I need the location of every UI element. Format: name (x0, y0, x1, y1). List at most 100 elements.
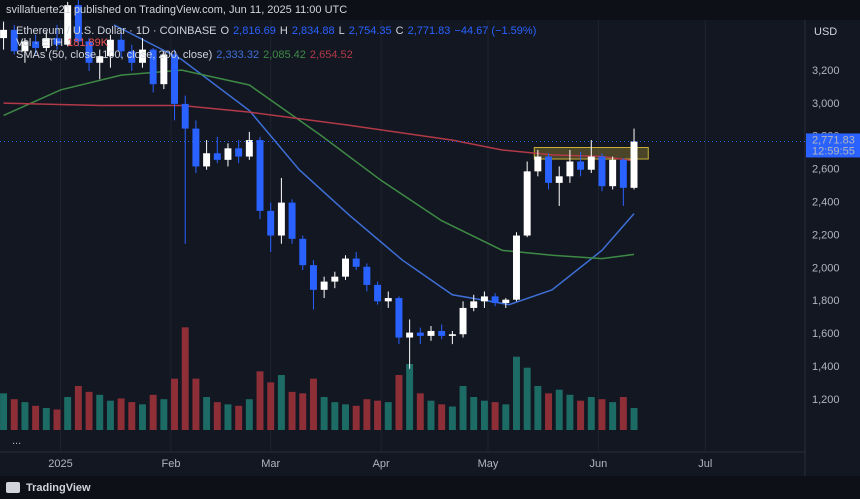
candle-body (438, 330, 446, 336)
candle-body (267, 210, 275, 236)
volume-bar (256, 371, 264, 430)
volume-bar (74, 386, 82, 430)
legend-row: Vol · ETH 181.89K (16, 37, 109, 49)
candle-body (245, 140, 253, 157)
volume-bar (42, 408, 50, 430)
candle-body (470, 301, 478, 308)
candle-body (149, 49, 157, 85)
volume-bar (513, 356, 520, 430)
volume-bar (224, 404, 232, 430)
candle-body (213, 153, 221, 160)
volume-bar (459, 386, 467, 430)
y-tick-label: 1,800 (812, 295, 840, 307)
x-tick-label: Mar (261, 458, 280, 470)
candle-body (480, 296, 488, 302)
volume-bar (342, 404, 349, 430)
sma-line (3, 69, 635, 260)
x-tick-label: 2025 (48, 458, 72, 470)
volume-bar (128, 402, 136, 430)
candle-body (224, 148, 232, 160)
y-tick-label: 3,200 (812, 65, 840, 77)
volume-bar (213, 402, 221, 430)
volume-bar (10, 399, 18, 430)
price-tag-box (806, 133, 860, 158)
symbol: Ethereum / U.S. Dollar · 1D · COINBASE (16, 25, 217, 37)
candle-body (235, 148, 243, 157)
y-tick-label: 2,000 (812, 262, 840, 274)
candle-body (181, 103, 189, 129)
volume-bar (384, 402, 392, 430)
candle-body (192, 128, 200, 167)
candle-body (352, 258, 360, 267)
volume-bar (448, 406, 456, 430)
candle-body (309, 265, 317, 290)
candle-body (42, 38, 50, 48)
candle-body (374, 284, 382, 302)
candle-body (555, 176, 563, 183)
volume-bar (331, 402, 339, 430)
x-tick-label: May (478, 458, 499, 470)
volume-bar (192, 378, 200, 430)
volume-bar (96, 394, 104, 430)
volume-bar (171, 378, 179, 430)
volume-bar (395, 375, 403, 430)
price-tag-countdown: 12:59:55 (812, 145, 855, 157)
ohlc-value: 2,754.35 (349, 25, 392, 37)
volume-bar (352, 405, 360, 430)
candle-body (448, 334, 456, 336)
more: ... (12, 435, 21, 447)
volume-bar (427, 400, 435, 430)
candle-body (523, 171, 531, 236)
candle-body (64, 5, 72, 45)
candle-body (96, 56, 104, 63)
volume-bar (160, 399, 168, 430)
volume-bar (555, 389, 563, 430)
volume-bar (235, 405, 243, 430)
candle-body (619, 159, 627, 188)
candle-body (299, 238, 307, 266)
volume-bar (609, 402, 617, 430)
candle-body (630, 141, 638, 188)
footer: TradingView (26, 482, 91, 494)
volume-bar (245, 399, 253, 430)
volume-bar (299, 393, 307, 430)
candle-body (32, 41, 40, 48)
candle-body (256, 140, 264, 211)
volume-label: Vol · ETH (16, 37, 63, 49)
candle-body (609, 159, 617, 187)
volume-bar (502, 404, 510, 430)
volume-bar (363, 399, 371, 430)
candle-body (406, 332, 414, 338)
currency: USD (814, 26, 837, 38)
volume-bar (566, 394, 574, 430)
candle-body (416, 332, 424, 336)
candle-body (106, 39, 114, 57)
footer-bar (0, 476, 860, 499)
volume-bar (53, 409, 61, 430)
sma-label: SMAs (50, close, 100, close, 200, close) (16, 49, 212, 61)
ohlc-value: 2,816.69 (233, 25, 276, 37)
sma-line (3, 102, 635, 162)
volume-bar (619, 397, 627, 430)
volume-bar (117, 398, 125, 430)
header: svillafuerte21 published on TradingView.… (6, 4, 347, 16)
volume-bar (288, 391, 296, 430)
change: −44.67 (−1.59%) (454, 25, 536, 37)
ohlc-label: O (221, 25, 230, 37)
legend-row: Ethereum / U.S. Dollar · 1D · COINBASE O 2… (16, 25, 536, 37)
volume-value: 181.89K (67, 37, 109, 49)
logo (6, 482, 20, 493)
candle-body (577, 161, 585, 170)
x-tick-label: Apr (373, 458, 390, 470)
ohlc-value: 2,834.88 (292, 25, 335, 37)
candle-body (160, 54, 168, 85)
y-tick-label: 3,000 (812, 98, 840, 110)
candle-body (598, 156, 606, 187)
volume-bar (320, 397, 328, 430)
candle-body (342, 258, 349, 277)
top-bar (0, 0, 860, 20)
y-tick-label: 1,200 (812, 394, 840, 406)
volume-bar (85, 391, 93, 430)
ohlc-label: C (396, 25, 404, 37)
candle-body (513, 235, 520, 300)
